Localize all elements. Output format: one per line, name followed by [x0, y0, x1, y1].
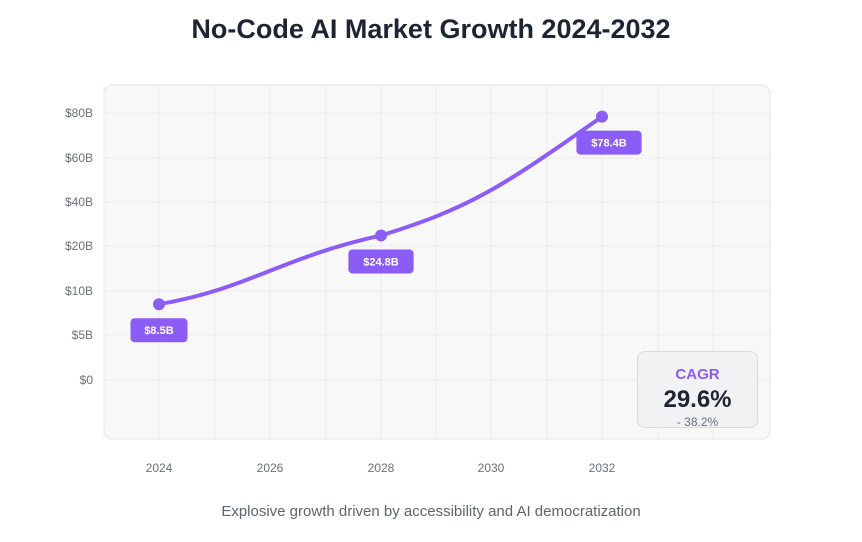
data-points: $8.5B $24.8B $78.4B: [130, 110, 642, 343]
data-label: $24.8B: [363, 256, 399, 268]
y-axis-labels: $80B $60B $40B $20B $10B $5B $0: [65, 106, 93, 387]
data-label: $8.5B: [144, 325, 173, 337]
cagr-range: - 38.2%: [676, 415, 719, 429]
y-tick-label: $0: [80, 373, 94, 387]
data-point: [375, 229, 387, 242]
cagr-card: CAGR 29.6% - 38.2%: [637, 351, 758, 429]
data-label-badge: [130, 318, 188, 343]
x-tick-label: 2028: [368, 461, 395, 475]
cagr-label: CAGR: [675, 366, 720, 383]
chart-title: No-Code AI Market Growth 2024-2032: [191, 14, 671, 44]
y-tick-label: $80B: [65, 106, 93, 120]
y-tick-label: $60B: [65, 151, 93, 165]
x-tick-label: 2030: [478, 461, 505, 475]
data-point: [153, 298, 165, 311]
y-tick-label: $20B: [65, 239, 93, 253]
x-tick-label: 2032: [589, 461, 616, 475]
data-label-badge: [348, 249, 414, 274]
y-tick-label: $10B: [65, 284, 93, 298]
chart-caption: Explosive growth driven by accessibility…: [221, 503, 641, 520]
x-axis-labels: 2024 2026 2028 2030 2032: [146, 461, 616, 475]
cagr-value: 29.6%: [663, 386, 732, 413]
y-tick-label: $40B: [65, 195, 93, 209]
data-point: [596, 110, 608, 123]
data-label: $78.4B: [591, 138, 627, 150]
x-tick-label: 2026: [257, 461, 284, 475]
x-tick-label: 2024: [146, 461, 173, 475]
y-tick-label: $5B: [72, 328, 93, 342]
data-label-badge: [576, 130, 642, 155]
